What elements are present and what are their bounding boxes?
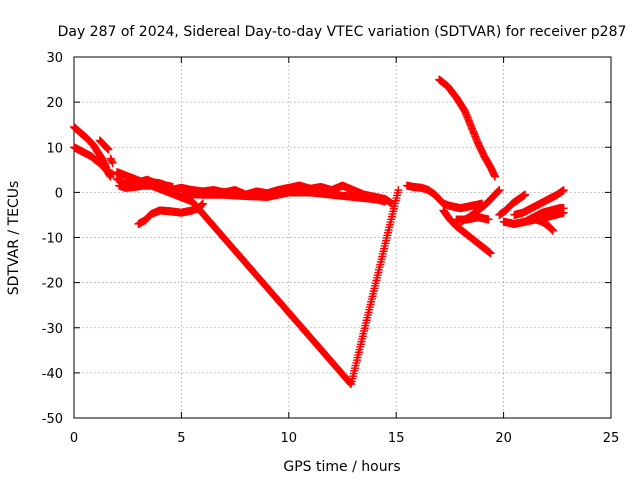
data-point-marker xyxy=(103,144,112,153)
data-point-marker xyxy=(394,186,403,195)
data-series xyxy=(402,181,487,213)
data-series xyxy=(112,168,403,389)
x-tick-labels: 0 5 10 15 20 25 xyxy=(70,431,619,446)
data-point-marker xyxy=(107,157,116,166)
y-tick-labels: 30 20 10 0 -10 -20 -30 -40 -50 xyxy=(42,51,63,427)
y-tick-label: 20 xyxy=(46,96,63,111)
y-tick-label: -30 xyxy=(42,322,63,337)
data-point-marker xyxy=(381,197,390,206)
grid-lines xyxy=(74,57,611,418)
data-series xyxy=(452,213,493,224)
y-tick-label: -20 xyxy=(42,277,63,292)
y-axis-title: SDTVAR / TECUs xyxy=(6,181,22,296)
data-point-marker xyxy=(102,144,111,153)
data-series xyxy=(439,206,495,258)
data-series xyxy=(95,136,113,154)
data-series xyxy=(134,199,207,228)
chart-title: Day 287 of 2024, Sidereal Day-to-day VTE… xyxy=(58,24,627,40)
y-tick-label: -10 xyxy=(42,232,63,247)
x-tick-label: 5 xyxy=(177,431,185,446)
data-series xyxy=(106,154,117,168)
data-series xyxy=(531,215,558,235)
data-point-marker xyxy=(491,172,500,181)
data-points xyxy=(70,75,568,389)
data-series xyxy=(510,186,568,219)
data-point-marker xyxy=(198,199,207,208)
data-series xyxy=(435,75,500,181)
y-tick-label: 30 xyxy=(46,51,63,66)
y-tick-label: 10 xyxy=(46,141,63,156)
data-point-marker xyxy=(108,159,117,168)
data-series xyxy=(521,204,568,226)
data-point-marker xyxy=(495,186,504,195)
data-point-marker xyxy=(486,249,495,258)
x-tick-label: 25 xyxy=(603,431,620,446)
data-point-marker xyxy=(484,215,493,224)
data-series xyxy=(495,190,530,219)
data-point-marker xyxy=(108,170,117,179)
y-tick-label: -50 xyxy=(42,412,63,427)
x-tick-label: 15 xyxy=(388,431,405,446)
axis-ticks xyxy=(73,56,612,419)
x-tick-label: 0 xyxy=(70,431,78,446)
x-tick-label: 10 xyxy=(281,431,298,446)
data-point-marker xyxy=(104,145,113,154)
data-point-marker xyxy=(549,226,558,235)
x-axis-title: GPS time / hours xyxy=(283,459,400,475)
data-point-marker xyxy=(559,204,568,213)
data-series xyxy=(70,143,117,179)
data-point-marker xyxy=(521,190,530,199)
x-tick-label: 20 xyxy=(495,431,512,446)
data-point-marker xyxy=(559,186,568,195)
y-tick-label: 0 xyxy=(55,186,63,201)
y-tick-label: -40 xyxy=(42,367,63,382)
